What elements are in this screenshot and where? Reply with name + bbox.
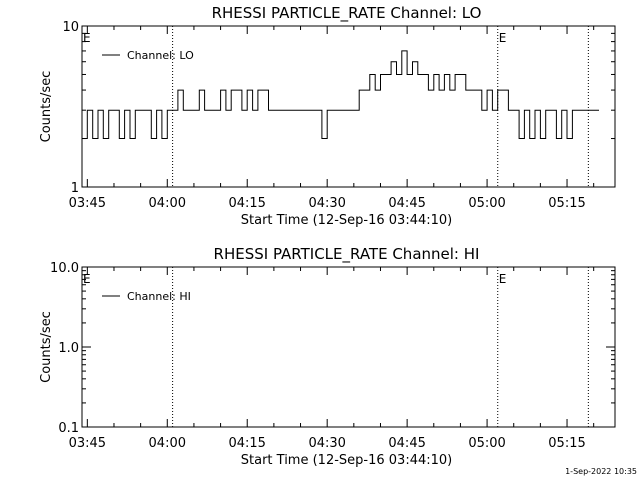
panel-lo: RHESSI PARTICLE_RATE Channel: LO Start Ti… [39, 4, 616, 228]
event-marker-label: E [83, 31, 91, 45]
y-tick-label: 10 [62, 20, 79, 35]
x-tick-label: 04:15 [228, 436, 265, 451]
panel-hi: RHESSI PARTICLE_RATE Channel: HI Start Ti… [39, 245, 616, 468]
x-tick-label: 05:00 [468, 436, 505, 451]
x-tick-label: 05:15 [548, 436, 585, 451]
x-tick-label: 04:30 [308, 436, 345, 451]
y-tick-label: 1.0 [58, 341, 79, 356]
event-marker-label: E [83, 272, 91, 286]
y-axis-label: Counts/sec [39, 311, 54, 383]
x-tick-label: 03:45 [69, 196, 106, 211]
legend-label: Channel: HI [127, 290, 191, 303]
y-tick-label: 10.0 [50, 261, 79, 276]
x-tick-label: 03:45 [69, 436, 106, 451]
plot-frame [81, 25, 616, 188]
x-tick-label: 05:00 [468, 196, 505, 211]
x-axis-label: Start Time (12-Sep-16 03:44:10) [241, 213, 452, 228]
y-tick-label: 1 [71, 181, 79, 196]
x-tick-label: 04:45 [388, 196, 425, 211]
x-tick-label: 04:00 [149, 196, 186, 211]
x-tick-label: 04:00 [149, 436, 186, 451]
event-marker-label: E [499, 272, 507, 286]
x-tick-label: 04:30 [308, 196, 345, 211]
y-axis-label: Counts/sec [39, 71, 54, 143]
x-axis-label: Start Time (12-Sep-16 03:44:10) [241, 453, 452, 468]
chart-title: RHESSI PARTICLE_RATE Channel: HI [214, 245, 480, 264]
x-tick-label: 05:15 [548, 196, 585, 211]
x-tick-label: 04:15 [228, 196, 265, 211]
y-tick-label: 0.1 [58, 421, 79, 436]
x-tick-label: 04:45 [388, 436, 425, 451]
chart-title: RHESSI PARTICLE_RATE Channel: LO [212, 4, 482, 23]
series-line-1 [82, 50, 599, 139]
legend-label: Channel: LO [127, 49, 194, 62]
footer-timestamp: 1-Sep-2022 10:35 [565, 467, 637, 476]
event-marker-label: E [499, 31, 507, 45]
